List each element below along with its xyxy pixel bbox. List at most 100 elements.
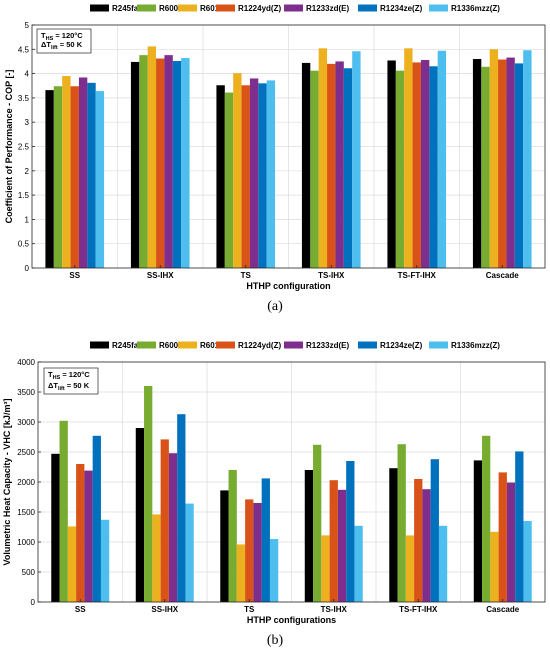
bar (135, 428, 145, 602)
bar (266, 80, 276, 269)
bar (258, 83, 267, 268)
bar (139, 55, 148, 268)
legend-swatch (358, 4, 377, 12)
x-tick-label: TS-FT-IHX (398, 271, 437, 280)
legend-swatch (216, 4, 235, 12)
x-tick-label: Cascade (486, 605, 519, 614)
legend-label: R245fa (112, 4, 139, 13)
y-tick-label: 500 (22, 568, 36, 577)
legend-label: R601 (200, 341, 220, 350)
legend-label: R245fa (112, 341, 139, 350)
legend-label: R601 (200, 4, 220, 13)
y-axis: 0 500 1000 1500 2000 2500 3000 3500 4000 (17, 358, 41, 607)
x-tick-label: TS (241, 271, 252, 280)
x-axis-label: HTHP configuration (246, 281, 330, 291)
y-tick-label: 0 (31, 598, 36, 607)
y-axis: 0 0.5 1 1.5 2 2.5 3 3.5 4 4.5 5 (18, 21, 35, 273)
bars (45, 46, 532, 269)
legend-swatch (90, 341, 109, 349)
x-tick-label: TS (244, 605, 255, 614)
bar (414, 479, 423, 602)
figure-caption: (a) (267, 299, 283, 314)
bar (481, 66, 490, 269)
bar (514, 63, 524, 269)
x-tick-label: SS (75, 605, 86, 614)
bar (337, 489, 347, 602)
legend-swatch (178, 4, 197, 12)
bar (397, 444, 406, 602)
bar (164, 55, 173, 268)
bar (310, 70, 319, 269)
x-tick-label: TS-FT-IHX (399, 605, 438, 614)
bar (389, 468, 398, 602)
x-tick-label: SS-IHX (151, 605, 178, 614)
x-tick-label: Cascade (486, 271, 519, 280)
legend-swatch (284, 341, 303, 349)
bar (523, 50, 532, 268)
legend-swatch (284, 4, 303, 12)
bar (233, 73, 242, 268)
bar (490, 531, 499, 602)
bar (387, 60, 396, 269)
bar (321, 535, 330, 602)
bar (489, 49, 499, 268)
legend-label: R1224yd(Z) (238, 4, 281, 13)
bar (335, 61, 344, 269)
x-axis-label: HTHP configurations (247, 615, 336, 625)
y-tick-label: 4.5 (18, 45, 30, 54)
y-axis-label: Coefficient of Performance - COP [-] (4, 70, 14, 224)
y-tick-label: 3 (25, 118, 30, 127)
bar (130, 61, 140, 268)
bar (405, 535, 415, 602)
bar (228, 470, 237, 602)
annotation-line-2: ΔTlift = 50 K (48, 381, 90, 392)
bar (84, 470, 93, 602)
legend-swatch (429, 4, 448, 12)
bar (313, 444, 322, 602)
y-tick-label: 2 (25, 167, 30, 176)
x-tick-label: SS (69, 271, 80, 280)
legend-swatch (178, 341, 197, 349)
bar (498, 472, 507, 602)
annotation-frame (43, 367, 99, 395)
bar (352, 51, 361, 268)
bar (438, 525, 448, 602)
bar (245, 499, 254, 602)
annotation-line-2: ΔTlift = 50 K (41, 40, 83, 51)
legend-label: R1233zd(E) (306, 341, 349, 350)
bar (51, 453, 60, 602)
y-tick-label: 2.5 (18, 143, 30, 152)
y-tick-label: 1000 (17, 538, 35, 547)
bar (53, 86, 63, 269)
legend-swatch (137, 341, 156, 349)
y-tick-label: 3500 (17, 388, 35, 397)
annotation-line-1: THS = 120°C (48, 370, 90, 381)
legend-label: R600 (159, 341, 179, 350)
legend-swatch (216, 341, 235, 349)
legend-label: R1234ze(Z) (380, 341, 423, 350)
bar (498, 59, 507, 269)
bar (253, 503, 262, 602)
y-tick-label: 5 (25, 21, 30, 30)
bars (51, 386, 532, 602)
bar (236, 544, 246, 602)
bar (216, 85, 225, 268)
bar (346, 461, 355, 602)
bar (156, 58, 165, 269)
bar (412, 62, 421, 269)
bar (318, 48, 328, 268)
bar (422, 489, 431, 602)
bar (523, 521, 532, 602)
bar (404, 48, 413, 268)
bar (59, 420, 68, 602)
bar (220, 490, 229, 602)
legend-label: R1233zd(E) (306, 4, 349, 13)
legend-swatch (358, 341, 377, 349)
bar (304, 470, 314, 602)
bar (62, 76, 71, 268)
bar (420, 59, 430, 268)
y-tick-label: 4000 (17, 358, 35, 367)
annotation-line-1: THS = 120°C (41, 31, 83, 42)
bar (482, 435, 491, 602)
